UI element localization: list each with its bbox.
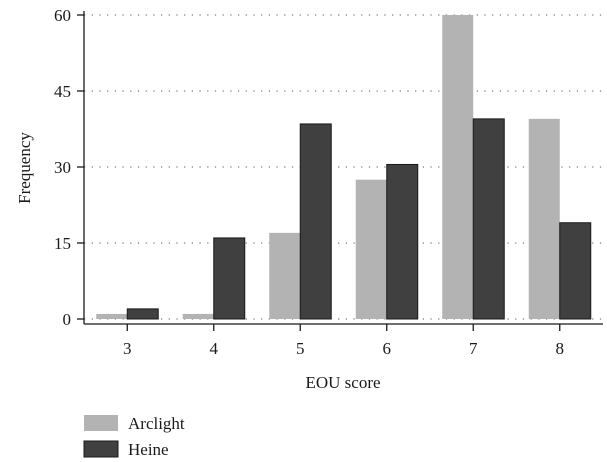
x-axis-title: EOU score (305, 373, 380, 392)
y-tick-label-15: 15 (54, 234, 71, 253)
bar-heine-6 (386, 163, 419, 320)
x-tick-label-6: 6 (383, 339, 392, 358)
bars (96, 15, 592, 320)
x-tick-label-7: 7 (469, 339, 478, 358)
legend-swatch-arclight (84, 415, 118, 431)
legend-label-heine: Heine (128, 440, 169, 459)
bar-arclight-5 (269, 232, 301, 319)
x-tick-label-8: 8 (556, 339, 565, 358)
legend: Arclight Heine (83, 414, 185, 459)
x-tick-label-4: 4 (210, 339, 219, 358)
legend-swatch-heine (83, 440, 119, 458)
x-tick-label-3: 3 (123, 339, 132, 358)
bar-heine-4 (213, 237, 246, 320)
bar-arclight-3 (96, 313, 128, 319)
bar-heine-5 (299, 123, 332, 320)
bar-arclight-4 (182, 313, 214, 319)
y-tick-label-45: 45 (54, 82, 71, 101)
y-tick-label-60: 60 (54, 6, 71, 25)
bar-heine-7 (472, 118, 505, 320)
y-axis-title: Frequency (15, 132, 34, 204)
y-axis-ticks: 0 15 30 45 60 (54, 6, 84, 329)
y-tick-label-0: 0 (63, 310, 72, 329)
bar-heine-3 (126, 308, 159, 320)
x-tick-label-5: 5 (296, 339, 305, 358)
x-axis-ticks: 3 4 5 6 7 8 (123, 324, 564, 358)
bar-arclight-8 (528, 118, 560, 319)
y-tick-label-30: 30 (54, 158, 71, 177)
grid-lines (84, 14, 603, 320)
bar-heine-8 (559, 222, 592, 320)
legend-label-arclight: Arclight (128, 414, 185, 433)
bar-arclight-7 (442, 15, 474, 319)
bar-arclight-6 (355, 179, 387, 319)
